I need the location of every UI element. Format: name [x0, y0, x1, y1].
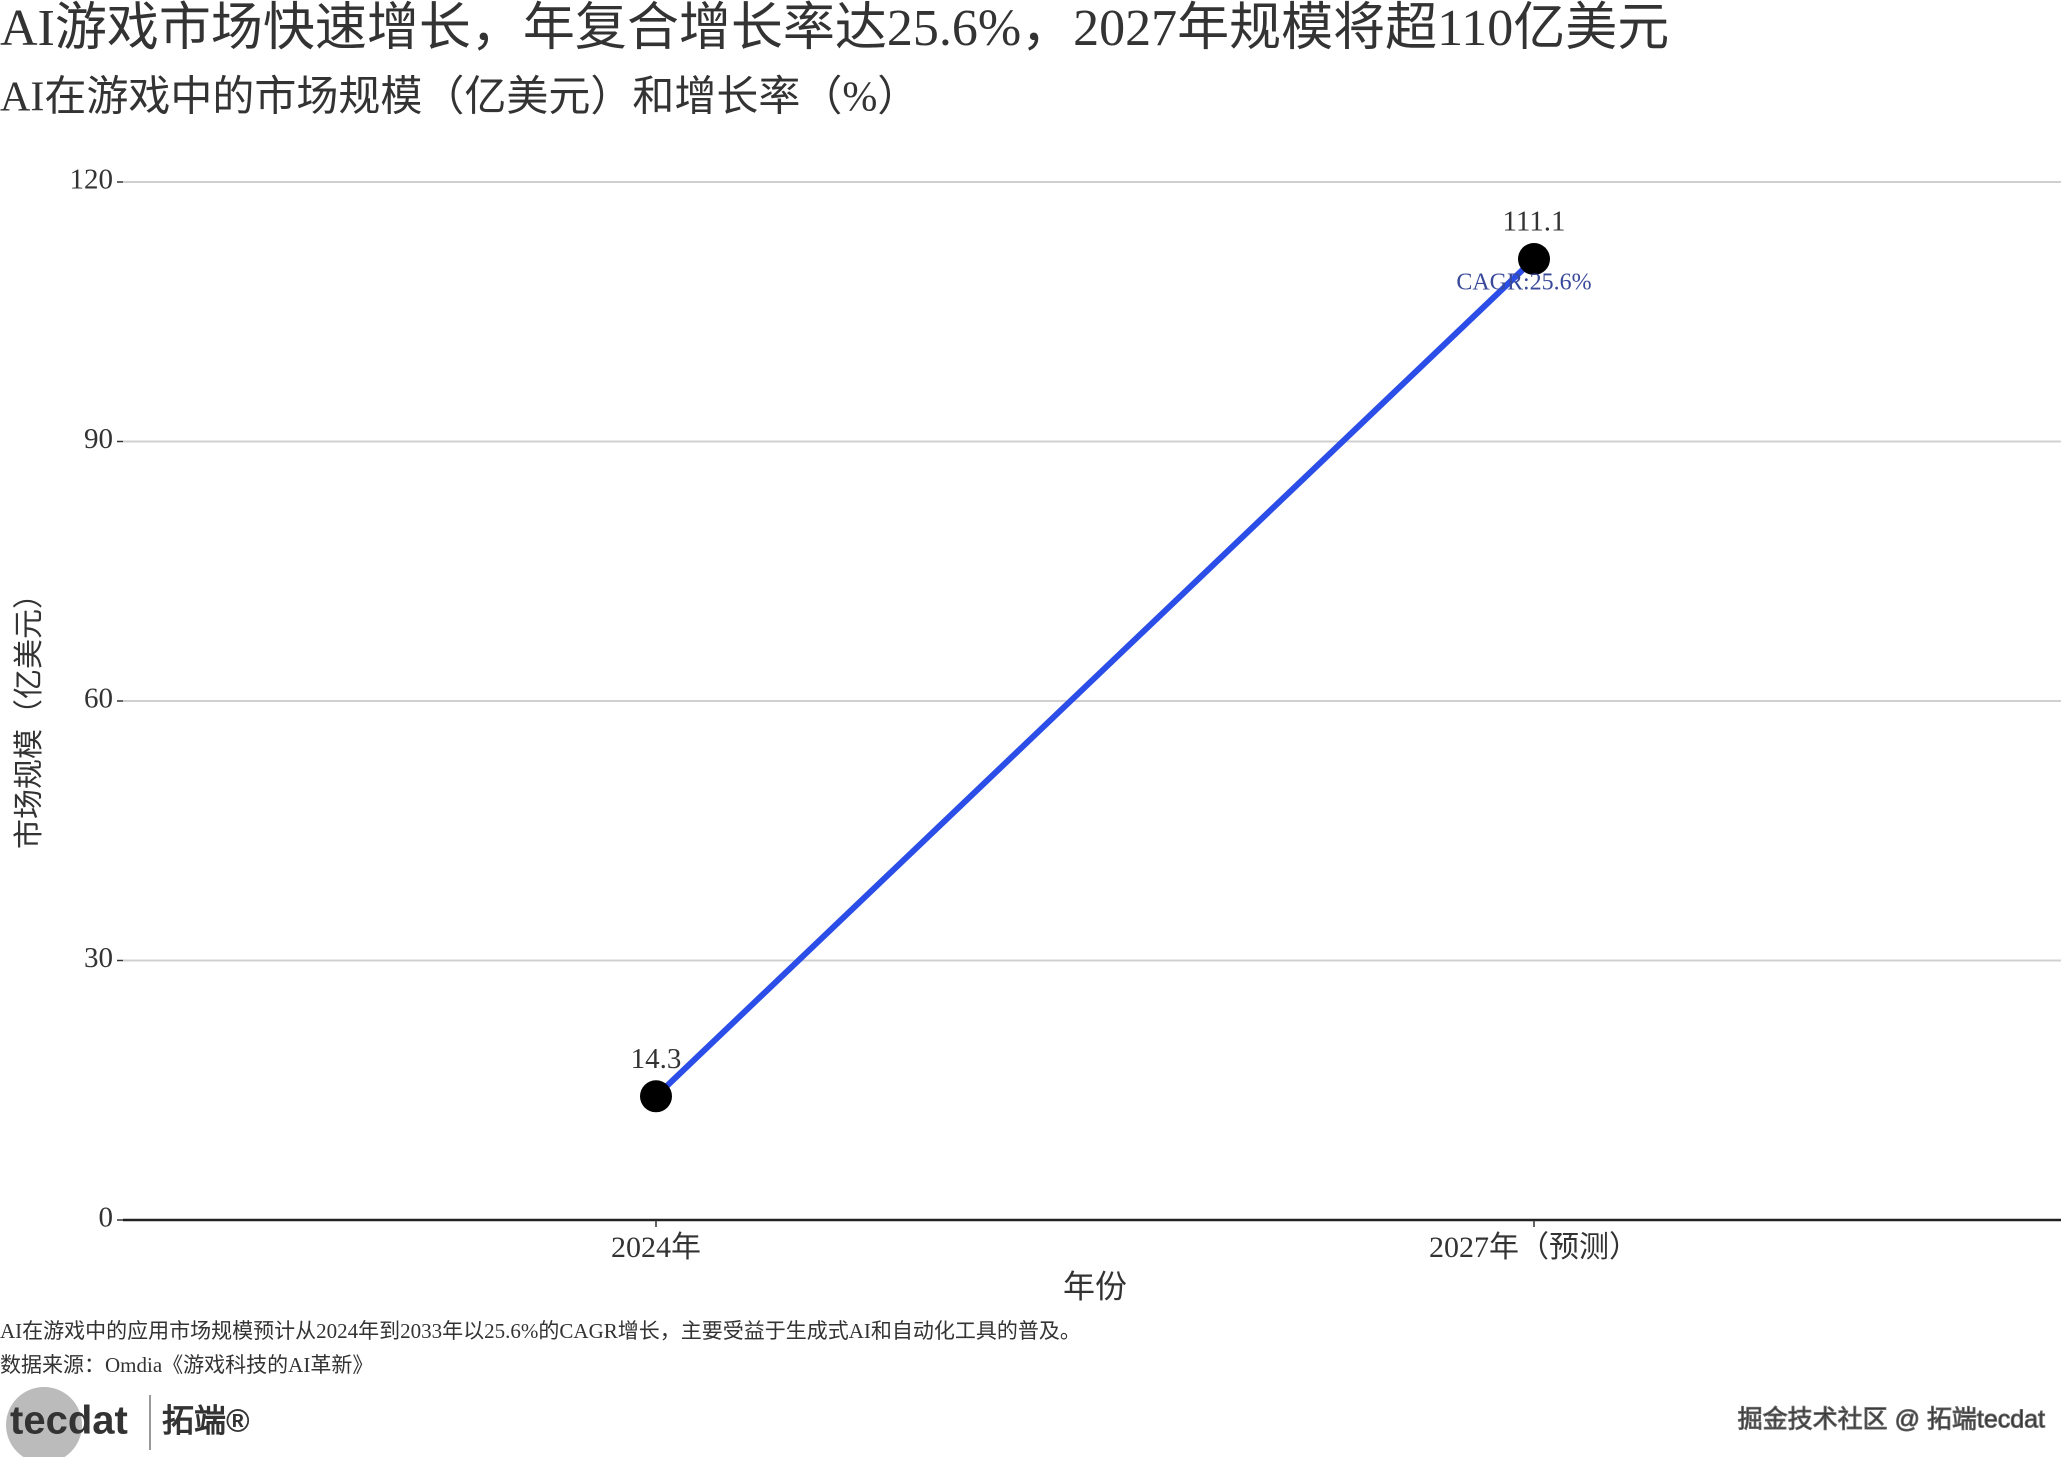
y-tick-label: 90 — [84, 423, 113, 455]
value-label: 111.1 — [1502, 206, 1565, 238]
logo-brand: tecdat — [10, 1399, 128, 1443]
x-tick-label: 2024年 — [611, 1231, 701, 1264]
y-axis-title: 市场规模（亿美元） — [13, 579, 46, 849]
point — [640, 1080, 672, 1113]
y-tick-label: 120 — [70, 164, 114, 196]
y-tick-label: 0 — [99, 1202, 114, 1234]
logo-circle — [6, 1387, 82, 1457]
point — [1518, 242, 1550, 275]
y-tick-label: 60 — [84, 683, 113, 715]
annotation: CAGR:25.6% — [1456, 269, 1591, 295]
line — [653, 256, 1537, 1099]
value-label: 14.3 — [631, 1043, 682, 1075]
chart-subtitle: AI在游戏中的市场规模（亿美元）和增长率（%） — [0, 74, 919, 121]
logo-name: 拓端® — [162, 1402, 250, 1438]
source: 数据来源：Omdia《游戏科技的AI革新》 — [0, 1353, 373, 1377]
x-tick-label: 2027年（预测） — [1429, 1231, 1639, 1264]
x-axis-title: 年份 — [1063, 1268, 1127, 1304]
watermark: 掘金技术社区 @ 拓端tecdat — [1738, 1406, 2045, 1434]
caption: AI在游戏中的应用市场规模预计从2024年到2033年以25.6%的CAGR增长… — [0, 1319, 1081, 1343]
y-tick-label: 30 — [84, 942, 113, 974]
chart-title: AI游戏市场快速增长，年复合增长率达25.6%，2027年规模将超110亿美元 — [0, 0, 1669, 57]
logo: tecdat 拓端® — [6, 1387, 250, 1457]
